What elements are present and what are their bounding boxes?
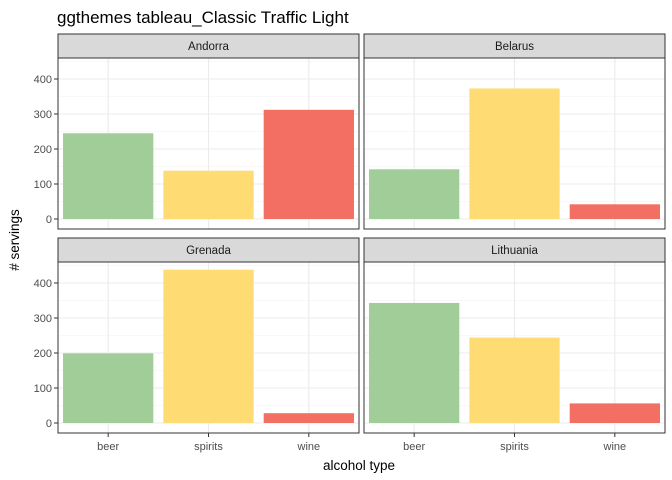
y-axis-title: # servings: [7, 209, 22, 271]
bar-grenada-spirits: [163, 269, 254, 423]
facet-strip-label: Belarus: [495, 41, 534, 53]
facet-strip-label: Grenada: [186, 245, 231, 257]
y-tick-label: 400: [34, 278, 52, 290]
y-tick-label: 300: [34, 109, 52, 121]
facet-strip: [363, 33, 666, 59]
facet-strip: [57, 33, 360, 59]
bar-andorra-spirits: [163, 170, 254, 219]
bar-lithuania-spirits: [469, 337, 560, 423]
bar-andorra-wine: [263, 109, 354, 219]
x-axis-title: alcohol type: [323, 458, 395, 473]
facet-strip-label: Andorra: [188, 41, 230, 53]
y-tick-label: 300: [34, 313, 52, 325]
facet-panels: Andorra 0 100 200 300 400 Belarus Grenada 0 100 20…: [34, 33, 666, 453]
bar-lithuania-beer: [369, 302, 460, 423]
bar-grenada-wine: [263, 413, 354, 423]
y-tick-label: 100: [34, 383, 52, 395]
bar-belarus-spirits: [469, 88, 560, 219]
bar-belarus-wine: [569, 204, 660, 219]
facet-strip-label: Lithuania: [491, 245, 538, 257]
y-tick-label: 0: [46, 418, 52, 430]
x-tick-label: wine: [603, 441, 627, 453]
y-tick-label: 200: [34, 144, 52, 156]
bar-belarus-beer: [369, 169, 460, 219]
facet-strip: [57, 237, 360, 263]
bar-grenada-beer: [63, 353, 154, 423]
x-tick-label: beer: [97, 441, 119, 453]
bar-andorra-beer: [63, 133, 154, 219]
x-tick-label: spirits: [194, 441, 223, 453]
bar-lithuania-wine: [569, 403, 660, 423]
y-tick-label: 400: [34, 74, 52, 86]
x-tick-label: spirits: [500, 441, 529, 453]
y-tick-label: 100: [34, 179, 52, 191]
x-tick-label: beer: [403, 441, 425, 453]
y-tick-label: 200: [34, 348, 52, 360]
facet-strip: [363, 237, 666, 263]
x-tick-label: wine: [297, 441, 321, 453]
chart-title: ggthemes tableau_Classic Traffic Light: [57, 8, 349, 27]
y-tick-label: 0: [46, 214, 52, 226]
